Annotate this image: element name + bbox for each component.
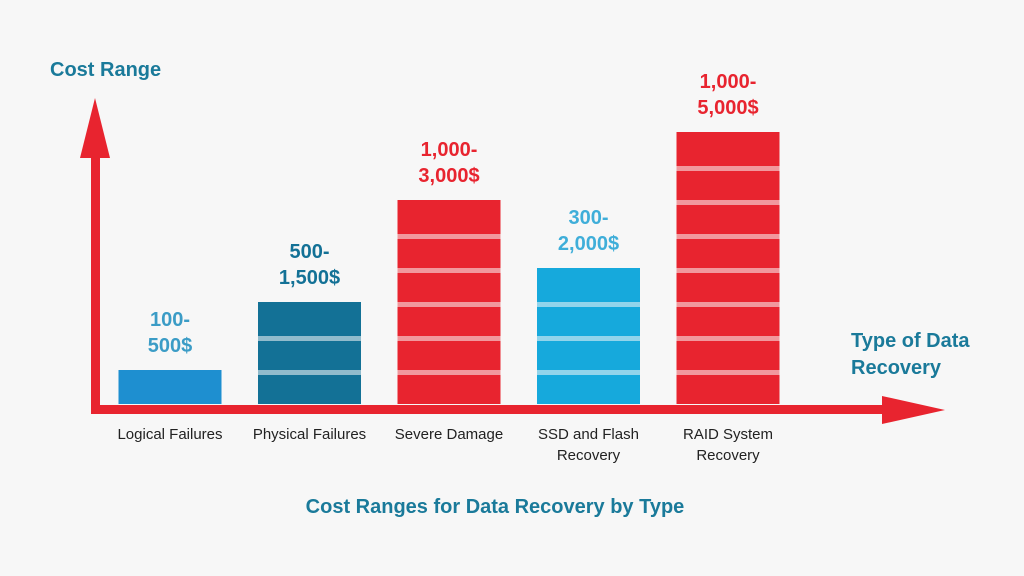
bar-segment (676, 375, 780, 404)
bar-segment-separator (397, 336, 501, 341)
bar-segment (397, 239, 501, 268)
bar-value-label: 1,000- 3,000$ (418, 139, 479, 187)
x-tick-label-line: SSD and Flash (538, 426, 639, 443)
bar-segment (537, 268, 640, 302)
bar-segment-separator (676, 166, 780, 171)
y-axis-arrow (80, 98, 110, 158)
bar-segment-separator (537, 370, 640, 375)
x-tick-label: Logical Failures (117, 426, 222, 443)
bar-segment-separator (676, 200, 780, 205)
bar-segment (676, 273, 780, 302)
bar-segment-separator (397, 302, 501, 307)
x-tick-label: SSD and Flash Recovery (538, 426, 639, 464)
bar-segment (258, 341, 361, 370)
bar-value-label-line: 1,000- (700, 71, 757, 93)
bar-segment (397, 307, 501, 336)
x-tick-label-line: Recovery (696, 447, 760, 464)
bar-value-label: 500- 1,500$ (279, 241, 340, 289)
x-tick-label-line: Severe Damage (395, 426, 503, 443)
bar-segment (676, 307, 780, 336)
bar-value-label-line: 1,000- (421, 139, 478, 161)
bar-value-label-line: 2,000$ (558, 233, 619, 255)
bar-segment-separator (397, 234, 501, 239)
bar-segment-separator (676, 370, 780, 375)
bar-segment-separator (676, 234, 780, 239)
bar (397, 200, 501, 404)
bar-segment (676, 132, 780, 166)
bar-segment-separator (258, 370, 361, 375)
y-axis-line (91, 140, 100, 414)
bar-segment-separator (676, 268, 780, 273)
bar-segment (537, 375, 640, 404)
axes (80, 98, 945, 424)
bar-segment (397, 341, 501, 370)
bar-value-label: 1,000- 5,000$ (697, 71, 758, 119)
bar-segment (537, 307, 640, 336)
labels-layer: 100- 500$ Logical Failures 500- 1,500$ Physic… (117, 71, 773, 464)
bar-segment (258, 302, 361, 336)
bar (258, 302, 361, 404)
bar-segment (676, 205, 780, 234)
bar-segment (118, 370, 222, 404)
bar-segment-separator (397, 370, 501, 375)
bar-segment (397, 375, 501, 404)
x-tick-label: Physical Failures (253, 426, 366, 443)
bar-segment-separator (676, 336, 780, 341)
bar-value-label: 300- 2,000$ (558, 207, 619, 255)
bar-segment-separator (676, 302, 780, 307)
bar (676, 132, 780, 404)
bar-segment-separator (537, 336, 640, 341)
bar-segment (676, 171, 780, 200)
bars-layer (118, 132, 780, 404)
x-axis-line (91, 405, 906, 414)
bar-value-label-line: 300- (568, 207, 608, 229)
bar-value-label-line: 500- (289, 241, 329, 263)
x-tick-label-line: Logical Failures (117, 426, 222, 443)
bar-value-label-line: 5,000$ (697, 97, 758, 119)
bar-value-label-line: 500$ (148, 335, 193, 357)
y-axis-label: Cost Range (50, 59, 161, 81)
bar (537, 268, 640, 404)
bar-segment (537, 341, 640, 370)
x-tick-label-line: Physical Failures (253, 426, 366, 443)
bar-segment-separator (537, 302, 640, 307)
bar-value-label-line: 3,000$ (418, 165, 479, 187)
x-axis-label: Type of Data Recovery (851, 330, 975, 379)
bar-segment (676, 239, 780, 268)
bar-value-label: 100- 500$ (148, 309, 193, 357)
bar-segment (258, 375, 361, 404)
bar-value-label-line: 1,500$ (279, 267, 340, 289)
x-tick-label: RAID System Recovery (683, 426, 773, 464)
bar-segment (397, 200, 501, 234)
chart-title: Cost Ranges for Data Recovery by Type (306, 496, 685, 518)
bar-segment-separator (397, 268, 501, 273)
x-tick-label-line: RAID System (683, 426, 773, 443)
x-axis-arrow (882, 396, 945, 424)
bar-segment-separator (258, 336, 361, 341)
bar-value-label-line: 100- (150, 309, 190, 331)
bar-segment (676, 341, 780, 370)
x-axis-label-line-1: Type of Data (851, 330, 970, 352)
bar (118, 370, 222, 404)
x-tick-label-line: Recovery (557, 447, 621, 464)
bar-segment (397, 273, 501, 302)
x-axis-label-line-2: Recovery (851, 357, 942, 379)
x-tick-label: Severe Damage (395, 426, 503, 443)
